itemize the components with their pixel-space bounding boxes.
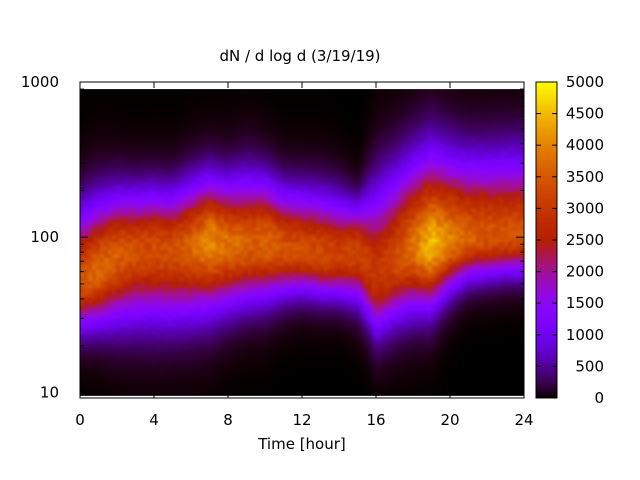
chart-title: dN / d log d (3/19/19)	[219, 47, 380, 65]
colorbar-fill	[536, 82, 557, 398]
colorbar-tick-label: 1500	[566, 294, 604, 312]
colorbar-tick-label: 3500	[566, 168, 604, 186]
y-tick-label: 10	[40, 383, 59, 401]
y-tick-label: 1000	[21, 73, 59, 91]
heatmap-image	[80, 89, 524, 396]
colorbar-axis: 0 500 1000 1500 2000 2500 3000 3500 4000 4500 5000	[536, 73, 604, 407]
y-tick-label: 100	[30, 228, 59, 246]
x-tick-label: 24	[514, 411, 533, 429]
plot-area	[79, 81, 525, 399]
colorbar: 0 500 1000 1500 2000 2500 3000 3500 4000 4500 5000	[535, 73, 604, 407]
y-axis: 10 100 1000	[21, 73, 524, 401]
x-tick-label: 16	[366, 411, 385, 429]
colorbar-tick-label: 5000	[566, 73, 604, 91]
colorbar-tick-label: 4500	[566, 105, 604, 123]
x-tick-label: 0	[75, 411, 85, 429]
colorbar-tick-label: 3000	[566, 199, 604, 217]
colorbar-tick-label: 500	[575, 357, 604, 375]
colorbar-tick-label: 4000	[566, 136, 604, 154]
x-tick-label: 20	[440, 411, 459, 429]
colorbar-tick-label: 1000	[566, 326, 604, 344]
colorbar-tick-label: 2000	[566, 263, 604, 281]
x-tick-label: 4	[149, 411, 159, 429]
x-axis: 0 4 8 12 16 20 24	[75, 82, 534, 429]
colorbar-tick-label: 0	[594, 389, 604, 407]
colorbar-tick-label: 2500	[566, 231, 604, 249]
x-tick-label: 12	[292, 411, 311, 429]
x-tick-label: 8	[223, 411, 233, 429]
x-axis-label: Time [hour]	[257, 435, 346, 453]
